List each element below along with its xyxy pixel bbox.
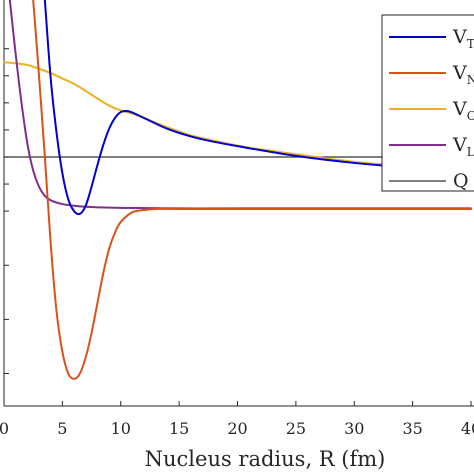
legend-label: VN	[452, 62, 474, 87]
x-tick-label: 30	[344, 419, 364, 438]
x-axis-label: Nucleus radius, R (fm)	[145, 447, 386, 471]
legend-box	[381, 14, 474, 192]
x-tick-label: 35	[402, 419, 422, 438]
legend-label: VL	[452, 134, 474, 159]
series-line-v-t	[43, 0, 472, 216]
x-tick-label: 15	[169, 419, 189, 438]
series-line-v-c	[3, 61, 472, 172]
x-tick-label: 5	[57, 419, 67, 438]
legend-label: VT	[452, 26, 474, 51]
x-tick-label: 0	[0, 419, 9, 438]
x-tick-label: 20	[227, 419, 247, 438]
legend: VT VN VC VL Q a	[381, 14, 474, 192]
x-tick-label: 25	[286, 419, 306, 438]
legend-label: Q a	[453, 170, 474, 192]
legend-label: VC	[452, 98, 474, 123]
x-tick-label: 40	[461, 419, 474, 438]
x-ticks: 0 5 10 15 20 25 30 35 40	[0, 48, 474, 438]
x-tick-label: 10	[111, 419, 131, 438]
series-line-v-n	[32, 0, 472, 380]
